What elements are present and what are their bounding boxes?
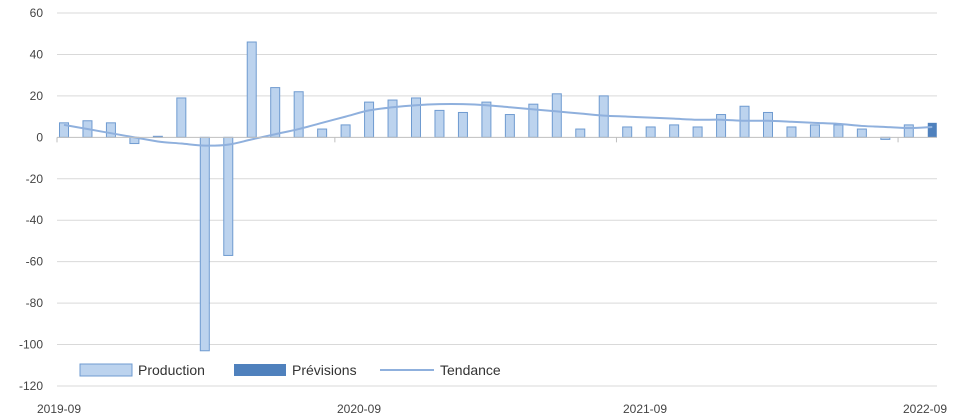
production-bar — [481, 101, 492, 138]
production-bar — [223, 136, 234, 256]
production-bar — [504, 114, 515, 138]
production-bar — [809, 124, 820, 138]
legend-forecast-label: Prévisions — [292, 362, 357, 378]
production-bar — [575, 128, 586, 138]
production-bar — [270, 87, 281, 138]
bars — [59, 41, 937, 352]
production-bar — [669, 124, 680, 138]
y-tick-label: 60 — [30, 6, 44, 20]
production-bar — [763, 111, 773, 138]
production-bar — [786, 126, 797, 138]
x-tick-label: 2021-09 — [623, 402, 667, 416]
production-bar — [246, 41, 257, 138]
gridlines — [57, 12, 937, 387]
production-bar — [434, 109, 445, 138]
x-tick-label: 2020-09 — [337, 402, 381, 416]
production-bar — [856, 128, 867, 138]
production-bar — [645, 126, 656, 138]
x-tick-label: 2019-09 — [37, 402, 81, 416]
y-tick-label: -40 — [26, 213, 44, 227]
y-tick-label: 40 — [30, 47, 44, 61]
x-tick-label: 2022-09 — [903, 402, 947, 416]
production-bar — [176, 97, 187, 138]
production-bar — [551, 93, 562, 138]
production-bar — [199, 136, 210, 352]
production-bar — [387, 99, 398, 138]
legend-forecast-swatch — [234, 364, 286, 376]
production-bar — [364, 101, 375, 138]
production-bar — [340, 124, 351, 138]
trend-line-group — [63, 103, 933, 147]
legend-production-label: Production — [138, 362, 205, 378]
production-bar — [903, 124, 914, 138]
forecast-bar — [927, 122, 937, 138]
production-bar — [833, 124, 844, 138]
legend-trend-label: Tendance — [440, 362, 501, 378]
y-tick-label: -20 — [26, 172, 44, 186]
y-tick-label: 20 — [30, 89, 44, 103]
y-tick-label: -100 — [19, 338, 43, 352]
production-bar — [692, 126, 703, 138]
trend-line — [63, 103, 933, 147]
production-bar — [105, 122, 116, 138]
production-bar — [457, 111, 468, 138]
production-bar — [317, 128, 328, 138]
y-tick-label: 0 — [36, 130, 43, 144]
production-bar — [622, 126, 633, 138]
production-bar — [716, 114, 727, 138]
y-tick-label: -60 — [26, 255, 44, 269]
legend: Production Prévisions Tendance — [79, 362, 501, 378]
y-tick-label: -80 — [26, 296, 44, 310]
axes: 60 40 20 0 -20 -40 -60 -80 -100 -120 2019-09 2020-0… — [19, 6, 947, 416]
legend-production-swatch — [79, 363, 133, 377]
production-bar — [411, 97, 421, 138]
y-tick-label: -120 — [19, 379, 43, 393]
